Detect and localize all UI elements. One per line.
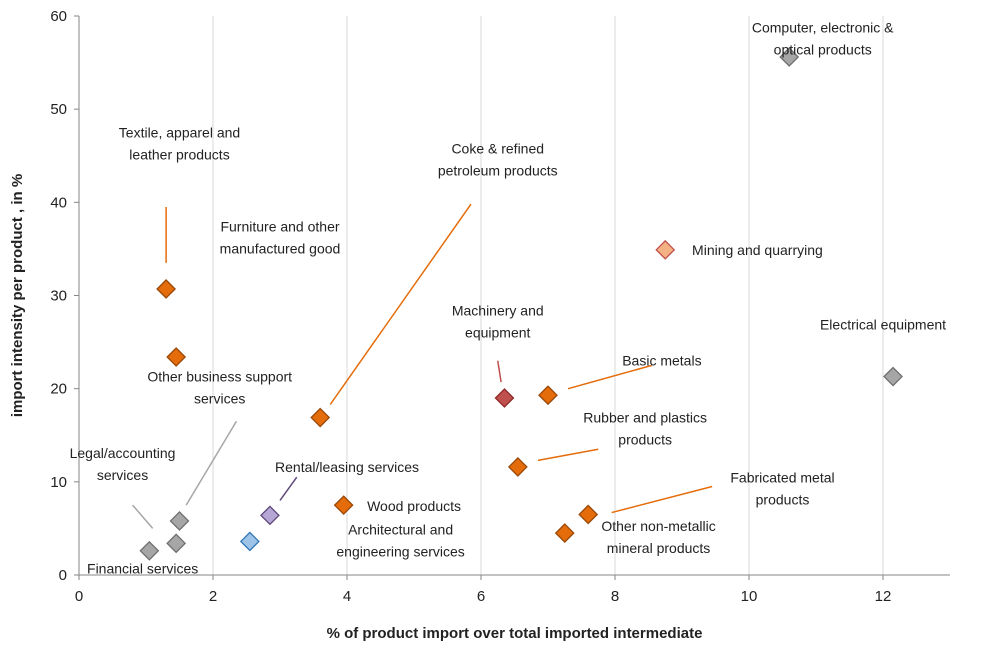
data-point	[655, 239, 676, 260]
point-label-line: Other business support	[147, 369, 292, 385]
leader-line	[279, 476, 298, 501]
point-labels: Computer, electronic & optical products Mi…	[70, 19, 947, 576]
leader-line	[537, 448, 599, 462]
point-label: Coke & refined petroleum products	[438, 140, 558, 178]
point-label-line: equipment	[465, 325, 530, 341]
leader-line	[185, 420, 238, 506]
point-label-line: Architectural and	[348, 522, 453, 538]
tick-labels: 0 2 4 6 8 10 12 0 10 20 30 40 50 60	[50, 8, 891, 605]
data-point	[169, 511, 190, 531]
grid-lines	[212, 16, 884, 575]
point-label-line: Legal/accounting	[70, 445, 176, 461]
point-label-line: services	[97, 467, 148, 483]
point-label-line: Mining and quarrying	[692, 242, 823, 258]
point-label: Other non-metallic mineral products	[601, 518, 715, 556]
point-label-line: services	[194, 391, 245, 407]
y-tick-label: 30	[50, 288, 67, 305]
point-label: Financial services	[87, 560, 198, 576]
x-tick-label: 6	[477, 588, 485, 605]
data-point	[779, 47, 800, 67]
x-tick-label: 4	[343, 588, 351, 605]
data-point	[538, 385, 558, 406]
point-label-line: Electrical equipment	[820, 316, 946, 332]
point-label-line: Textile, apparel and	[119, 125, 240, 141]
data-point	[166, 533, 187, 554]
point-label-line: leather products	[129, 147, 229, 163]
point-label: Basic metals	[622, 353, 701, 369]
point-label: Legal/accounting services	[70, 445, 176, 483]
point-label: Mining and quarrying	[692, 242, 823, 258]
point-label: Architectural and engineering services	[336, 522, 464, 560]
point-label: Fabricated metal products	[730, 469, 834, 507]
leader-line	[611, 485, 713, 514]
point-label-line: Machinery and	[452, 303, 544, 319]
data-point	[883, 366, 903, 387]
x-tick-label: 0	[75, 588, 83, 605]
point-label: Computer, electronic & optical products	[752, 19, 894, 57]
x-tick-label: 12	[875, 588, 892, 605]
data-points	[139, 47, 903, 561]
y-tick-label: 50	[50, 101, 67, 118]
point-label: Textile, apparel and leather products	[119, 125, 240, 163]
point-label: Rental/leasing services	[275, 459, 419, 475]
point-label-line: Furniture and other	[220, 219, 339, 235]
x-tick-label: 8	[611, 588, 619, 605]
point-label-line: mineral products	[607, 540, 711, 556]
leader-line	[567, 364, 653, 390]
x-axis-title: % of product import over total imported …	[327, 625, 703, 642]
point-label-line: Coke & refined	[451, 140, 544, 156]
y-tick-label: 40	[50, 194, 67, 211]
leader-lines	[132, 203, 713, 529]
point-label-line: petroleum products	[438, 162, 558, 178]
point-label-line: Basic metals	[622, 353, 701, 369]
y-tick-label: 20	[50, 381, 67, 398]
leader-line	[497, 360, 502, 383]
point-label: Other business support services	[147, 369, 292, 407]
point-label-line: Rubber and plastics	[583, 410, 707, 426]
x-tick-label: 10	[741, 588, 758, 605]
axes	[78, 16, 950, 576]
data-point	[139, 540, 160, 561]
point-label: Wood products	[367, 498, 461, 514]
leader-line	[329, 203, 472, 405]
point-label: Rubber and plastics products	[583, 410, 707, 448]
data-point	[507, 457, 528, 477]
point-label: Machinery and equipment	[452, 303, 544, 341]
point-label-line: Financial services	[87, 560, 198, 576]
y-axis-title: import intensity per product , in %	[9, 174, 26, 417]
point-label-line: Computer, electronic &	[752, 19, 894, 35]
data-point	[166, 347, 187, 367]
point-label-line: Other non-metallic	[601, 518, 715, 534]
point-label-line: manufactured good	[220, 241, 341, 257]
point-label-line: engineering services	[336, 544, 464, 560]
point-label-line: products	[618, 432, 672, 448]
leader-line	[132, 504, 154, 529]
y-tick-label: 10	[50, 474, 67, 491]
point-label-line: products	[756, 491, 810, 507]
point-label-line: Wood products	[367, 498, 461, 514]
point-label-line: Rental/leasing services	[275, 459, 419, 475]
point-label: Furniture and other manufactured good	[220, 219, 341, 257]
data-point	[260, 505, 280, 526]
data-point	[156, 279, 177, 299]
data-point	[239, 531, 260, 552]
y-tick-label: 0	[59, 567, 67, 584]
x-tick-label: 2	[209, 588, 217, 605]
data-point	[554, 523, 575, 543]
data-point	[333, 495, 354, 516]
point-label: Electrical equipment	[820, 316, 946, 332]
y-tick-label: 60	[50, 8, 67, 25]
point-label-line: optical products	[774, 41, 872, 57]
point-label-line: Fabricated metal	[730, 469, 834, 485]
data-point	[494, 388, 515, 408]
data-point	[578, 504, 599, 525]
data-point	[310, 407, 331, 428]
